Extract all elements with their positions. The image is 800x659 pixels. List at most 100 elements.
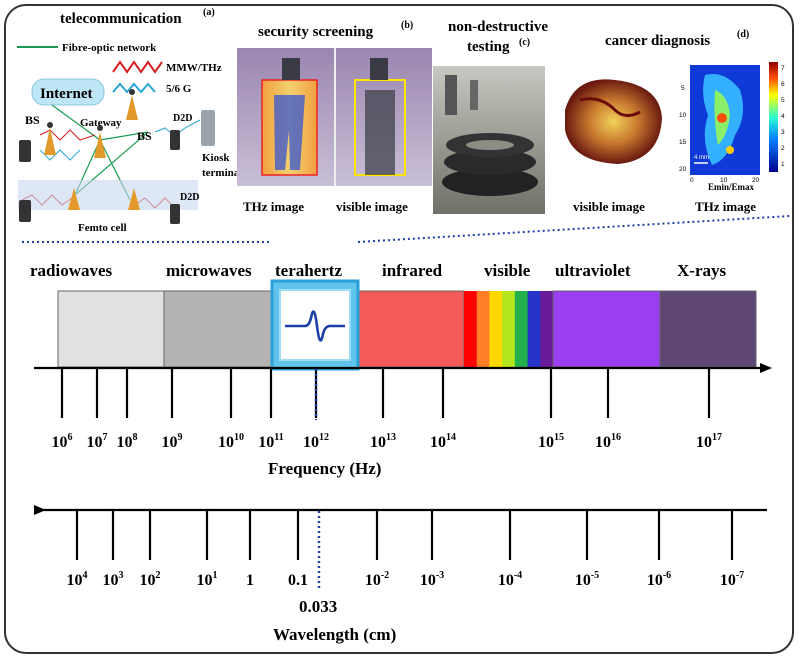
heatmap-x-tick: 20 bbox=[752, 177, 760, 184]
frequency-ticks: 106 107 108 109 1010 1011 1012 1013 1014 1015 1016… bbox=[52, 369, 722, 451]
colorbar-tick: 5 bbox=[781, 97, 785, 104]
wavelength-tick-label: 103 bbox=[103, 570, 124, 589]
d2d-bottom-label: D2D bbox=[180, 192, 199, 203]
frequency-tick-label: 1016 bbox=[595, 432, 621, 451]
band-label-ultraviolet: ultraviolet bbox=[555, 261, 631, 280]
figure-frame bbox=[4, 4, 794, 654]
wavelength-marker: 0.033 bbox=[299, 597, 337, 616]
colorbar-tick: 6 bbox=[781, 81, 785, 88]
security-visible-caption: visible image bbox=[336, 199, 408, 214]
cancer-panel: cancer diagnosis (d) 7 6 5 4 3 2 1 5 10 … bbox=[557, 29, 785, 214]
internet-cloud bbox=[31, 78, 105, 106]
security-sup: (b) bbox=[401, 20, 413, 31]
security-title: security screening bbox=[258, 24, 374, 40]
femto-tower-left bbox=[68, 188, 80, 210]
bs-right-label: BS bbox=[137, 129, 152, 143]
band-label-visible: visible bbox=[484, 261, 531, 280]
band-ultraviolet bbox=[552, 290, 661, 368]
heatmap-y-tick: 20 bbox=[679, 166, 687, 173]
band-label-infrared: infrared bbox=[382, 261, 443, 280]
tire-image bbox=[442, 168, 538, 196]
ndt-sup: (c) bbox=[519, 37, 530, 48]
bs-left-tower bbox=[44, 122, 56, 155]
kiosk-icon bbox=[201, 110, 215, 146]
frequency-tick-label: 1014 bbox=[430, 432, 456, 451]
colorbar-tick: 4 bbox=[781, 113, 785, 120]
heatmap-axis-label: Emin/Emax bbox=[708, 182, 755, 192]
colorbar bbox=[769, 62, 778, 172]
security-thz-caption: THz image bbox=[243, 199, 304, 214]
wavelength-tick-label: 102 bbox=[140, 570, 161, 589]
kiosk-label: Kiosk bbox=[202, 152, 230, 164]
band-infrared bbox=[357, 290, 465, 368]
band-label-radiowaves: radiowaves bbox=[30, 261, 113, 280]
femto-zone bbox=[18, 180, 198, 210]
frequency-tick-label: 1017 bbox=[696, 432, 722, 451]
band-xrays bbox=[659, 290, 757, 368]
femto-cell-label: Femto cell bbox=[78, 222, 127, 234]
visible-color-stripe bbox=[540, 291, 554, 367]
d2d-top-label: D2D bbox=[173, 113, 192, 124]
frequency-tick-label: 1015 bbox=[538, 432, 564, 451]
wavelength-tick-label: 104 bbox=[67, 570, 88, 589]
wavelength-tick-label: 10-6 bbox=[647, 570, 671, 589]
frequency-tick-label: 108 bbox=[117, 432, 138, 451]
frequency-tick-label: 107 bbox=[87, 432, 108, 451]
telecom-panel: telecommunication (a) Fibre-optic networ… bbox=[17, 7, 242, 234]
visible-color-stripe bbox=[527, 291, 541, 367]
frequency-tick-label: 1013 bbox=[370, 432, 396, 451]
heatmap-x-tick: 0 bbox=[690, 177, 694, 184]
frequency-tick-label: 1011 bbox=[258, 432, 283, 451]
telecom-sup: (a) bbox=[203, 7, 215, 18]
colorbar-tick: 1 bbox=[781, 161, 785, 168]
bs-right-tower bbox=[126, 89, 138, 120]
frequency-tick-label: 1010 bbox=[218, 432, 244, 451]
frequency-tick-label: 1012 bbox=[303, 432, 329, 451]
gateway-tower bbox=[94, 125, 106, 158]
colorbar-tick: 3 bbox=[781, 129, 785, 136]
cancer-thz-caption: THz image bbox=[695, 199, 756, 214]
visible-color-stripe bbox=[489, 291, 503, 367]
g5-legend-label: 5/6 G bbox=[166, 83, 192, 95]
gateway-label: Gateway bbox=[80, 117, 122, 129]
frequency-tick-label: 109 bbox=[162, 432, 183, 451]
terminal-label: terminal bbox=[202, 167, 242, 179]
ndt-title-line1: non-destructive bbox=[448, 19, 548, 35]
femto-tower-right bbox=[128, 188, 140, 210]
band-visible bbox=[464, 291, 554, 367]
visible-color-stripe bbox=[464, 291, 478, 367]
wavelength-tick-label: 10-7 bbox=[720, 570, 744, 589]
cancer-visible-caption: visible image bbox=[573, 199, 645, 214]
wavelength-tick-label: 10-5 bbox=[575, 570, 599, 589]
phone-icon bbox=[19, 140, 31, 162]
heatmap-x-tick: 10 bbox=[720, 177, 728, 184]
phone-icon bbox=[170, 130, 180, 150]
telecom-legend: Fibre-optic network MMW/THz 5/6 G bbox=[17, 42, 222, 95]
wavelength-axis: 104 103 102 101 1 0.1 10-2 10-3 10-4 10-5 10-6 10-7… bbox=[34, 505, 767, 644]
bs-left-label: BS bbox=[25, 113, 40, 127]
heatmap-y-tick: 10 bbox=[679, 112, 687, 119]
spectrum-bar: radiowaves microwaves terahertz infrared… bbox=[30, 261, 757, 371]
heatmap-y-tick: 5 bbox=[681, 85, 685, 92]
frequency-axis: 106 107 108 109 1010 1011 1012 1013 1014 1015 1016… bbox=[34, 363, 772, 478]
tissue-image bbox=[565, 79, 662, 164]
wavelength-tick-label: 1 bbox=[246, 572, 254, 589]
cancer-title: cancer diagnosis bbox=[605, 33, 710, 49]
phone-icon bbox=[170, 204, 180, 224]
wavelength-axis-label: Wavelength (cm) bbox=[273, 625, 396, 644]
phone-icon bbox=[19, 200, 31, 222]
scale-bar-label: 4 mm bbox=[694, 155, 709, 161]
ndt-title-line2: testing bbox=[467, 39, 510, 55]
colorbar-tick: 7 bbox=[781, 65, 785, 72]
band-microwaves bbox=[163, 290, 273, 368]
heatmap-x-ticks: 0 10 20 bbox=[690, 177, 760, 184]
wavelength-tick-label: 10-2 bbox=[365, 570, 389, 589]
security-panel: security screening (b) THz image visible… bbox=[237, 20, 432, 214]
fibre-legend-label: Fibre-optic network bbox=[62, 42, 157, 54]
g5-legend-swatch bbox=[112, 82, 156, 94]
visible-color-stripe bbox=[514, 291, 529, 367]
mmw-legend-label: MMW/THz bbox=[166, 62, 222, 74]
wavelength-ticks: 104 103 102 101 1 0.1 10-2 10-3 10-4 10-5 10-6 10-7 bbox=[67, 511, 744, 589]
band-label-xrays: X-rays bbox=[677, 261, 726, 280]
